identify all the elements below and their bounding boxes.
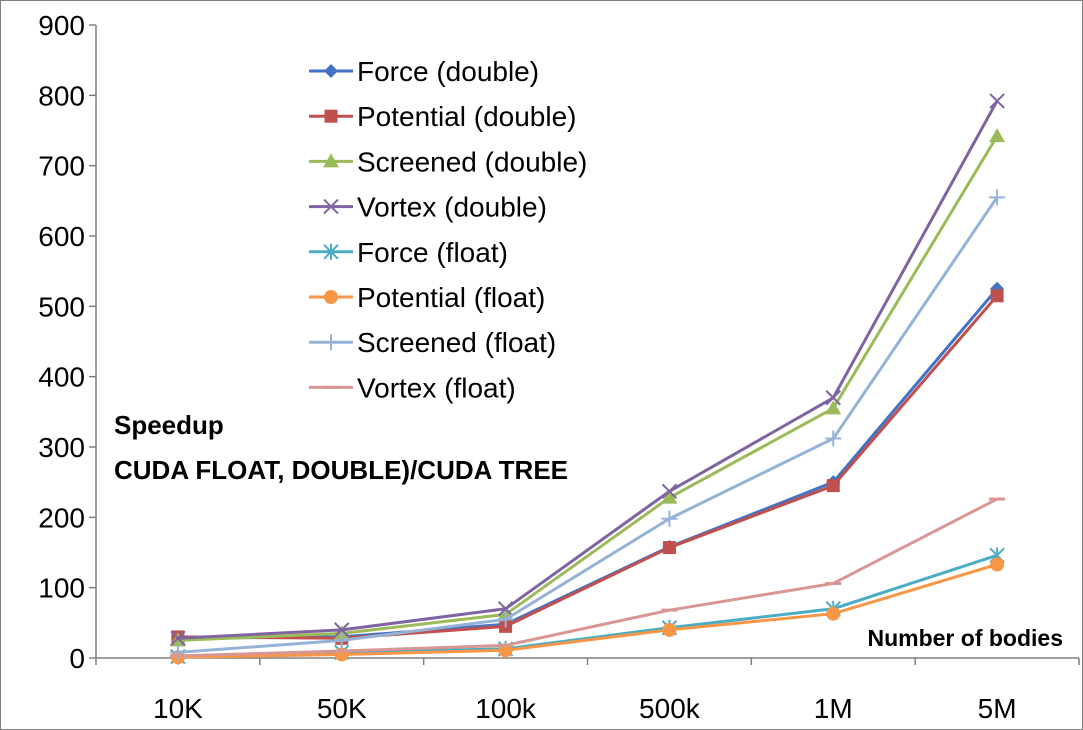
y-tick-label: 800 [38, 80, 85, 111]
legend-entry-force-double: Force (double) [309, 56, 539, 87]
y-tick-label: 700 [38, 151, 85, 182]
legend-label: Potential (float) [357, 282, 545, 313]
y-tick-label: 400 [38, 362, 85, 393]
x-tick-label: 50K [317, 693, 367, 724]
data-point [662, 622, 677, 637]
data-point [826, 479, 840, 493]
data-point [990, 289, 1004, 303]
y-tick-label: 200 [38, 502, 85, 533]
series-screened-float [169, 189, 1006, 661]
y-tick-label: 500 [38, 291, 85, 322]
legend-marker [323, 243, 339, 260]
data-point [661, 483, 678, 500]
legend-label: Force (float) [357, 237, 508, 268]
series-vortex-double [170, 93, 1005, 647]
legend-label: Screened (float) [357, 327, 556, 358]
data-point [497, 601, 514, 617]
data-point [333, 625, 350, 640]
axes: 0 100 200 300 400 500 600 700 800 900 10K 50K 100k 50… [38, 10, 1080, 724]
series-line [177, 135, 999, 642]
series-line [177, 563, 998, 659]
y-tick-label: 900 [38, 10, 85, 41]
data-point [334, 622, 350, 638]
data-point [169, 644, 186, 661]
y-tick-label: 600 [38, 221, 85, 252]
legend-entry-vortex-double: Vortex (double) [309, 192, 547, 223]
series-line [177, 294, 999, 640]
data-point [497, 611, 514, 628]
data-point [989, 128, 1006, 143]
series-line [177, 196, 999, 654]
data-point [826, 606, 841, 621]
data-point [989, 189, 1006, 206]
legend: Force (double) Potential (double) Screened… [309, 56, 587, 403]
x-tick-label: 100k [475, 693, 537, 724]
series-vortex-float [169, 497, 1006, 658]
legend-label: Screened (double) [357, 146, 587, 177]
legend-marker [323, 334, 339, 351]
data-point [825, 400, 842, 415]
x-tick-label: 500k [639, 693, 701, 724]
data-point [990, 557, 1005, 572]
legend-marker [324, 290, 338, 304]
data-point [825, 430, 842, 447]
legend-marker [323, 153, 339, 168]
data-point [170, 630, 186, 647]
x-axis-title: Number of bodies [867, 625, 1063, 651]
legend-entry-potential-double: Potential (double) [309, 101, 576, 132]
legend-label: Vortex (float) [357, 372, 516, 403]
series-layer [169, 93, 1006, 665]
y-tick-label: 300 [38, 432, 85, 463]
legend-marker [324, 109, 338, 123]
data-point [989, 93, 1005, 109]
data-point [333, 632, 350, 649]
series-line [177, 497, 998, 658]
y-tick-label: 100 [38, 573, 85, 604]
series-line [177, 100, 999, 640]
data-point [661, 489, 678, 504]
data-point [825, 390, 841, 406]
legend-label: Potential (double) [357, 101, 576, 132]
x-tick-label: 5M [978, 693, 1017, 724]
annotation-line-2: CUDA FLOAT, DOUBLE)/CUDA TREE [114, 455, 568, 485]
legend-label: Vortex (double) [357, 192, 547, 223]
legend-label: Force (double) [357, 56, 539, 87]
legend-entry-force-float: Force (float) [309, 237, 508, 268]
x-tick-label: 1M [814, 693, 853, 724]
legend-marker [324, 64, 338, 78]
x-tick-label: 10K [153, 693, 203, 724]
legend-entry-potential-float: Potential (float) [309, 282, 545, 313]
data-point [662, 541, 676, 555]
y-tick-label: 0 [69, 643, 85, 674]
data-point [661, 510, 678, 527]
annotation-line-1: Speedup [114, 410, 224, 440]
legend-marker [323, 198, 339, 215]
legend-entry-screened-double: Screened (double) [309, 146, 587, 177]
legend-entry-vortex-float: Vortex (float) [309, 372, 516, 403]
legend-entry-screened-float: Screened (float) [309, 327, 556, 358]
